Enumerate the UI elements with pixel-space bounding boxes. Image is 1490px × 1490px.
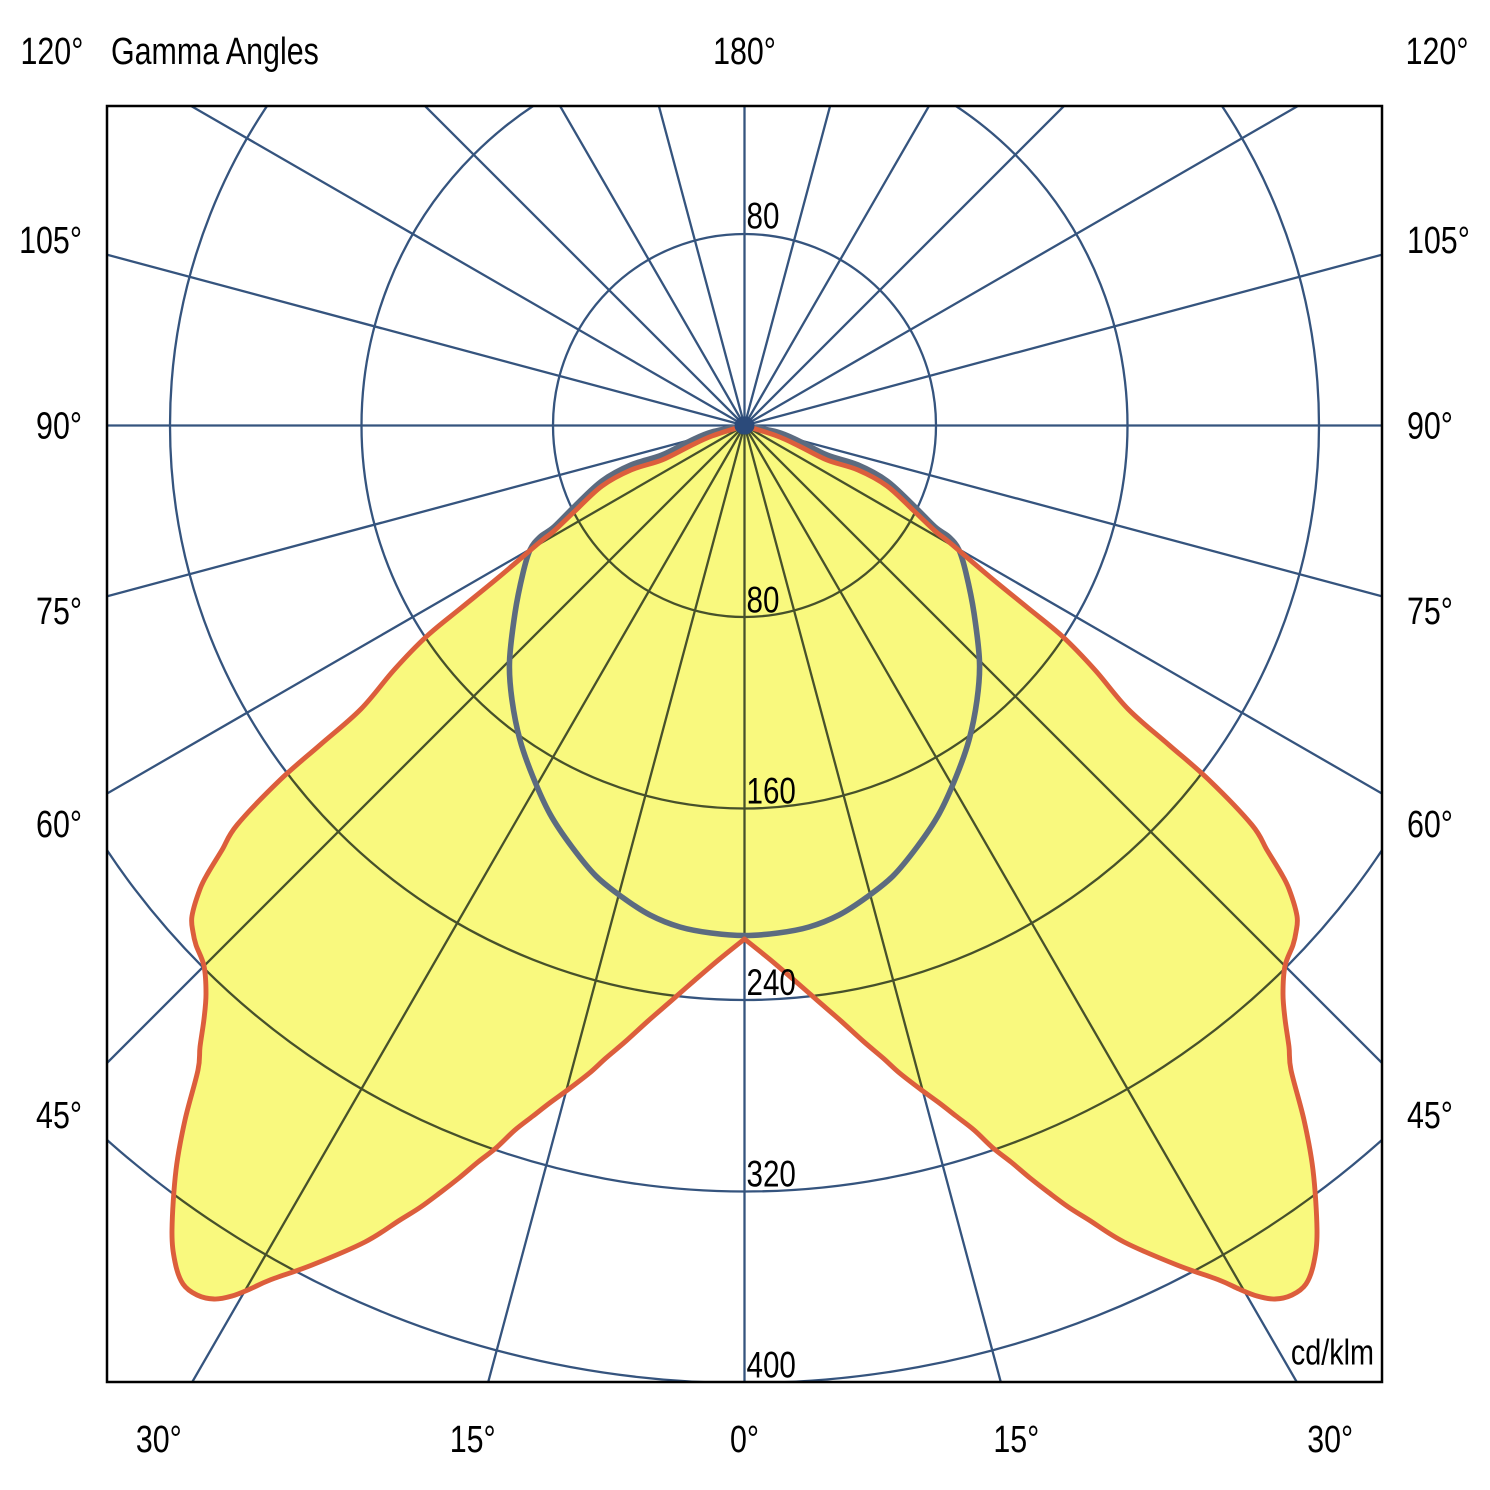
svg-text:45°: 45° bbox=[1407, 1095, 1453, 1137]
svg-text:30°: 30° bbox=[1307, 1419, 1353, 1461]
svg-text:320: 320 bbox=[747, 1154, 796, 1195]
svg-text:cd/klm: cd/klm bbox=[1291, 1331, 1374, 1372]
svg-text:80: 80 bbox=[747, 580, 780, 621]
svg-text:Gamma Angles: Gamma Angles bbox=[111, 31, 319, 73]
svg-text:30°: 30° bbox=[136, 1419, 182, 1461]
svg-text:75°: 75° bbox=[36, 591, 82, 633]
svg-text:120°: 120° bbox=[21, 31, 84, 73]
svg-text:400: 400 bbox=[747, 1345, 796, 1386]
svg-text:80: 80 bbox=[747, 196, 780, 237]
svg-text:180°: 180° bbox=[713, 31, 776, 73]
svg-text:60°: 60° bbox=[1407, 804, 1453, 846]
svg-text:90°: 90° bbox=[36, 405, 82, 447]
svg-text:45°: 45° bbox=[36, 1095, 82, 1137]
svg-text:0°: 0° bbox=[730, 1419, 759, 1461]
svg-text:120°: 120° bbox=[1406, 31, 1469, 73]
svg-text:75°: 75° bbox=[1407, 591, 1453, 633]
svg-text:15°: 15° bbox=[993, 1419, 1039, 1461]
svg-text:105°: 105° bbox=[1407, 220, 1470, 262]
svg-text:90°: 90° bbox=[1407, 405, 1453, 447]
svg-text:160: 160 bbox=[747, 771, 796, 812]
svg-text:60°: 60° bbox=[36, 804, 82, 846]
svg-text:240: 240 bbox=[747, 963, 796, 1004]
svg-text:105°: 105° bbox=[19, 220, 82, 262]
svg-text:15°: 15° bbox=[450, 1419, 496, 1461]
